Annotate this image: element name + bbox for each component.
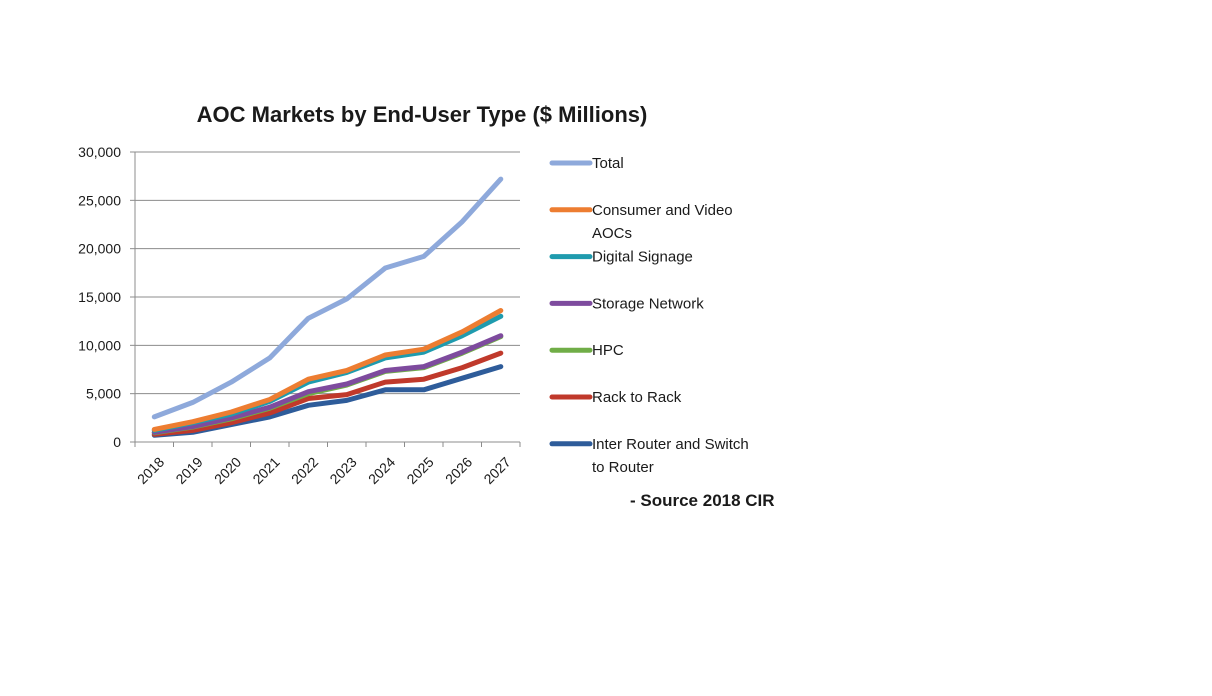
legend-label-digital-signage: Digital Signage	[592, 249, 693, 266]
legend-label-inter-router-and-switch-to-router: to Router	[592, 459, 654, 476]
y-tick-label: 5,000	[86, 386, 121, 402]
x-tick-label: 2026	[442, 454, 475, 487]
y-axis-tick-labels: 0 5,000 10,000 15,000 20,000 25,000 30,000	[78, 144, 121, 450]
y-tick-label: 15,000	[78, 289, 121, 305]
x-tick-label: 2021	[249, 454, 282, 487]
x-tick-label: 2020	[211, 454, 244, 487]
x-tick-label: 2027	[480, 454, 513, 487]
y-tick-label: 10,000	[78, 337, 121, 353]
x-tick-label: 2022	[288, 454, 321, 487]
series-line-storage-network	[151, 333, 504, 435]
series-line-rack-to-rack	[151, 350, 504, 437]
legend-label-consumer-and-video-aocs: Consumer and Video	[592, 202, 733, 219]
source-annotation: - Source 2018 CIR	[630, 491, 775, 510]
axes	[134, 152, 521, 447]
legend-label-consumer-and-video-aocs: AOCs	[592, 225, 632, 242]
chart-title: AOC Markets by End-User Type ($ Millions…	[197, 102, 648, 127]
y-tick-label: 30,000	[78, 144, 121, 160]
x-tick-label: 2018	[134, 454, 167, 487]
series-line-total	[151, 176, 504, 420]
series-lines	[151, 176, 504, 438]
y-tick-label: 0	[113, 434, 121, 450]
y-tick-label: 20,000	[78, 241, 121, 257]
legend-label-rack-to-rack: Rack to Rack	[592, 389, 682, 406]
legend-label-hpc: HPC	[592, 342, 624, 359]
legend-label-total: Total	[592, 155, 624, 172]
x-tick-label: 2019	[172, 454, 205, 487]
series-line-consumer-and-video-aocs	[151, 308, 504, 432]
legend: Total Consumer and Video AOCs Digital Signa…	[549, 155, 749, 476]
grid-lines	[130, 151, 520, 443]
x-tick-label: 2023	[326, 454, 359, 487]
legend-label-inter-router-and-switch-to-router: Inter Router and Switch	[592, 436, 749, 453]
x-axis-tick-labels: 2018 2019 2020 2021 2022 2023 2024 2025 2026 2027	[134, 454, 514, 487]
x-tick-label: 2024	[365, 454, 398, 487]
legend-label-storage-network: Storage Network	[592, 295, 704, 312]
y-tick-label: 25,000	[78, 192, 121, 208]
x-tick-label: 2025	[403, 454, 436, 487]
